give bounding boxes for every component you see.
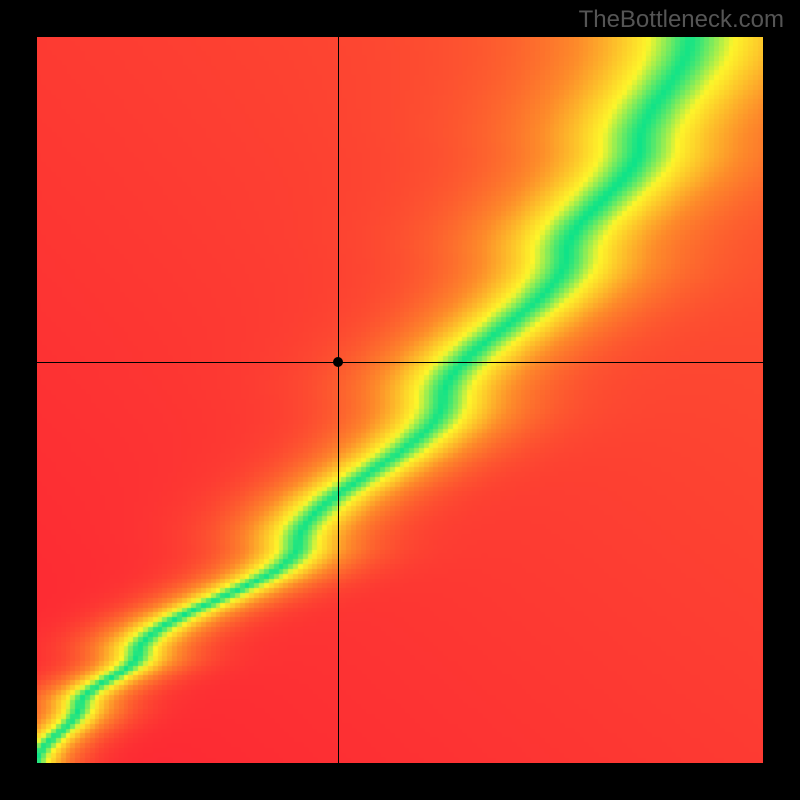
heatmap-canvas bbox=[37, 37, 763, 763]
chart-container: TheBottleneck.com bbox=[0, 0, 800, 800]
crosshair-vertical bbox=[338, 37, 339, 763]
crosshair-horizontal bbox=[37, 362, 763, 363]
watermark-text: TheBottleneck.com bbox=[579, 6, 784, 34]
crosshair-marker bbox=[333, 357, 343, 367]
plot-area bbox=[37, 37, 763, 763]
